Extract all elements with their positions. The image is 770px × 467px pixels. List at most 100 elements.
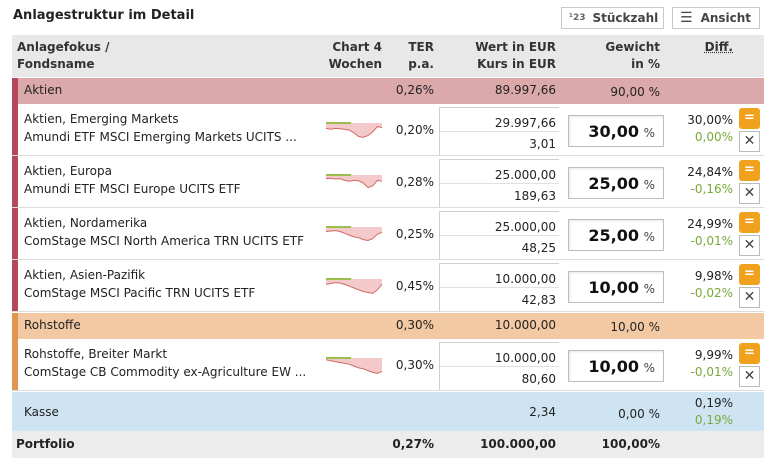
- portfolio-label: Portfolio: [16, 437, 75, 451]
- group-row-kasse: Kasse 2,34 0,00 % 0,19% 0,19%: [12, 392, 764, 431]
- header-chart-weeks: Wochen: [328, 57, 382, 71]
- equal-icon[interactable]: =: [739, 108, 760, 129]
- fund-row: Aktien, Nordamerika ComStage MSCI North …: [12, 208, 764, 260]
- gewicht-value: 25,00: [588, 174, 639, 193]
- ansicht-label: Ansicht: [700, 11, 752, 25]
- group-row-rohstoffe: Rohstoffe 0,30% 10.000,00 10,00 %: [12, 313, 764, 339]
- sparkline-chart[interactable]: [325, 352, 383, 378]
- gewicht-value: 25,00: [588, 226, 639, 245]
- diff-value: 9,99%: [694, 348, 733, 362]
- group-wert: 10.000,00: [494, 318, 556, 332]
- fund-focus: Aktien, Emerging Markets: [24, 112, 179, 126]
- fund-wert: 25.000,00: [494, 168, 556, 182]
- sparkline-line: [325, 282, 383, 294]
- gewicht-unit: %: [643, 126, 655, 140]
- gewicht-value: 30,00: [588, 122, 639, 141]
- header-wert: Wert in EUR: [475, 40, 556, 54]
- header-gewicht: Gewicht: [605, 40, 660, 54]
- group-color-bar: [12, 339, 18, 391]
- ansicht-button[interactable]: ☰ Ansicht: [672, 7, 760, 29]
- gewicht-value: 10,00: [588, 357, 639, 376]
- fund-ter: 0,25%: [395, 227, 434, 241]
- header-gewicht-pct: in %: [631, 57, 660, 71]
- fund-wert: 29.997,66: [494, 116, 556, 130]
- equal-icon[interactable]: =: [739, 264, 760, 285]
- group-color-bar: [12, 313, 18, 339]
- diff-value: 24,84%: [687, 165, 733, 179]
- sparkline-area: [326, 279, 382, 294]
- portfolio-ter: 0,27%: [392, 437, 434, 451]
- fund-kurs: 189,63: [514, 189, 556, 203]
- sparkline-chart[interactable]: [325, 117, 383, 143]
- gewicht-unit: %: [643, 178, 655, 192]
- sparkline-chart[interactable]: [325, 221, 383, 247]
- fund-name-link[interactable]: Amundi ETF MSCI Europe UCITS ETF: [24, 182, 241, 196]
- fund-focus: Rohstoffe, Breiter Markt: [24, 347, 168, 361]
- value-box: 10.000,00 42,83: [439, 263, 559, 311]
- fund-kurs: 3,01: [529, 137, 556, 151]
- diff-change: -0,01%: [690, 234, 733, 248]
- sparkline-chart[interactable]: [325, 169, 383, 195]
- value-box: 29.997,66 3,01: [439, 107, 559, 155]
- stueckzahl-button[interactable]: ¹23 Stückzahl: [561, 7, 664, 29]
- fund-ter: 0,30%: [395, 358, 434, 372]
- group-name: Rohstoffe: [24, 318, 81, 332]
- value-box: 25.000,00 48,25: [439, 211, 559, 259]
- close-icon[interactable]: ✕: [739, 287, 760, 308]
- header-anlagefokus: Anlagefokus /: [17, 40, 110, 54]
- fund-name-link[interactable]: ComStage MSCI Pacific TRN UCITS ETF: [24, 286, 256, 300]
- group-color-bar: [12, 260, 18, 312]
- group-name: Kasse: [24, 405, 59, 419]
- diff-change: -0,01%: [690, 365, 733, 379]
- gewicht-input[interactable]: 10,00 %: [568, 350, 664, 382]
- equal-icon[interactable]: =: [739, 343, 760, 364]
- fund-focus: Aktien, Asien-Pazifik: [24, 268, 146, 282]
- fund-focus: Aktien, Nordamerika: [24, 216, 148, 230]
- fund-row: Aktien, Asien-Pazifik ComStage MSCI Paci…: [12, 260, 764, 312]
- sparkline-line: [325, 359, 383, 374]
- page-title: Anlagestruktur im Detail: [13, 8, 195, 23]
- gewicht-input[interactable]: 30,00 %: [568, 115, 664, 147]
- header-chart: Chart 4: [332, 40, 382, 54]
- group-wert: 2,34: [529, 405, 556, 419]
- close-icon[interactable]: ✕: [739, 183, 760, 204]
- fund-wert: 10.000,00: [494, 272, 556, 286]
- diff-change: 0,00%: [694, 130, 733, 144]
- gewicht-input[interactable]: 25,00 %: [568, 167, 664, 199]
- equal-icon[interactable]: =: [739, 212, 760, 233]
- portfolio-total-row: Portfolio 0,27% 100.000,00 100,00%: [12, 431, 764, 458]
- fund-ter: 0,20%: [395, 123, 434, 137]
- fund-row: Aktien, Emerging Markets Amundi ETF MSCI…: [12, 104, 764, 156]
- table-header: Anlagefokus / Fondsname Chart 4 Wochen T…: [12, 35, 764, 77]
- group-gewicht: 10,00 %: [610, 320, 660, 334]
- group-ter: 0,30%: [395, 318, 434, 332]
- close-icon[interactable]: ✕: [739, 366, 760, 387]
- gewicht-input[interactable]: 10,00 %: [568, 271, 664, 303]
- fund-name-link[interactable]: Amundi ETF MSCI Emerging Markets UCITS .…: [24, 130, 297, 144]
- diff-change: -0,16%: [690, 182, 733, 196]
- diff-value: 30,00%: [687, 113, 733, 127]
- header-ter-pa: p.a.: [408, 57, 434, 71]
- header-diff[interactable]: Diff.: [704, 40, 733, 54]
- number-icon: ¹23: [569, 13, 586, 23]
- close-icon[interactable]: ✕: [739, 131, 760, 152]
- value-box: 25.000,00 189,63: [439, 159, 559, 207]
- gewicht-value: 10,00: [588, 278, 639, 297]
- equal-icon[interactable]: =: [739, 160, 760, 181]
- fund-wert: 25.000,00: [494, 220, 556, 234]
- group-wert: 89.997,66: [494, 83, 556, 97]
- sparkline-area: [326, 123, 382, 138]
- fund-name-link[interactable]: ComStage CB Commodity ex-Agriculture EW …: [24, 365, 307, 379]
- fund-name-link[interactable]: ComStage MSCI North America TRN UCITS ET…: [24, 234, 305, 248]
- gewicht-input[interactable]: 25,00 %: [568, 219, 664, 251]
- fund-ter: 0,28%: [395, 175, 434, 189]
- group-row-aktien: Aktien 0,26% 89.997,66 90,00 %: [12, 78, 764, 104]
- menu-icon: ☰: [680, 10, 693, 26]
- sparkline-line: [325, 230, 383, 242]
- sparkline-chart[interactable]: [325, 273, 383, 299]
- diff-change: 0,19%: [694, 413, 733, 427]
- fund-row: Rohstoffe, Breiter Markt ComStage CB Com…: [12, 339, 764, 391]
- header-kurs: Kurs in EUR: [477, 57, 556, 71]
- close-icon[interactable]: ✕: [739, 235, 760, 256]
- sparkline-line: [325, 177, 383, 189]
